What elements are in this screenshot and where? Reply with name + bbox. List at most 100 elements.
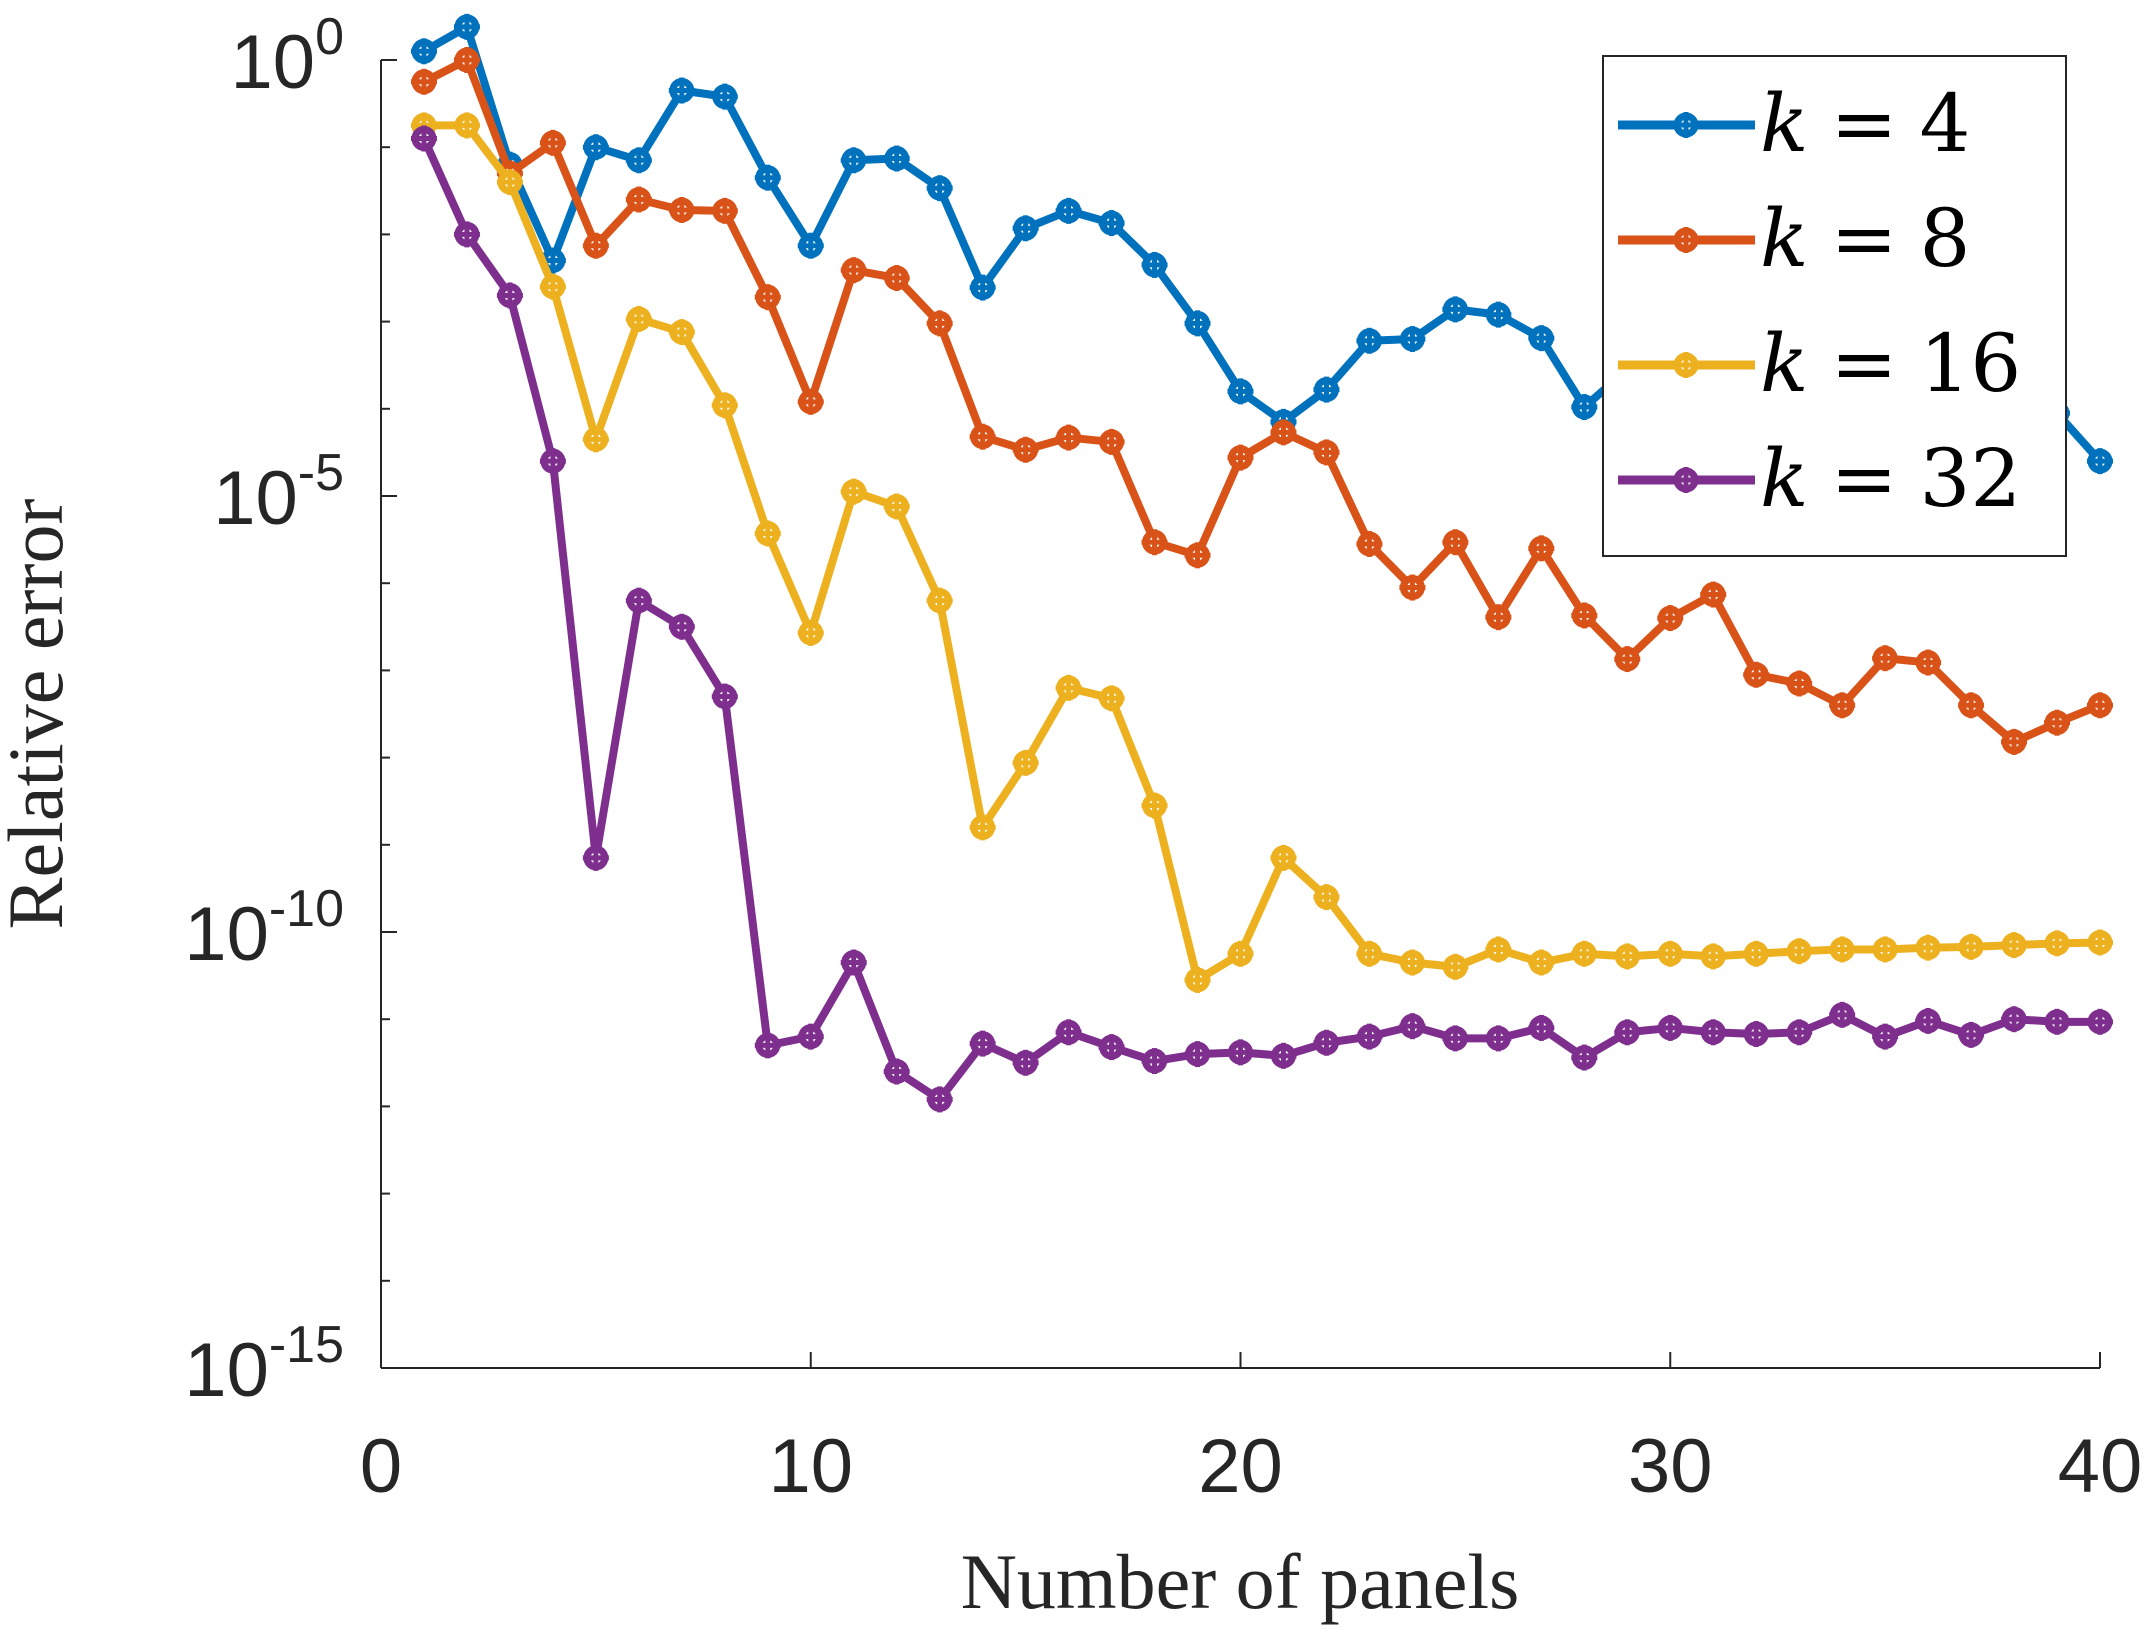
data-point	[969, 274, 996, 301]
x-axis-title: Number of panels	[961, 1538, 1520, 1625]
legend-num: 32	[1920, 432, 2022, 525]
data-point	[496, 169, 523, 196]
legend-var: k	[1760, 317, 1808, 410]
data-point	[582, 232, 609, 259]
legend-eq: =	[1830, 192, 1897, 285]
legend-label: k = 8	[1760, 192, 1970, 285]
y-tick-base: 10	[184, 1328, 269, 1413]
data-point	[453, 221, 480, 248]
data-point	[668, 77, 695, 104]
data-point	[453, 112, 480, 139]
data-point	[1528, 325, 1555, 352]
data-point	[1356, 1023, 1383, 1050]
data-point	[1485, 604, 1512, 631]
data-point	[1270, 419, 1297, 446]
data-point	[1356, 327, 1383, 354]
data-point	[1614, 646, 1641, 673]
x-tick-label: 40	[2058, 1424, 2143, 1509]
data-point	[926, 1086, 953, 1113]
legend-eq: =	[1830, 317, 1897, 410]
data-point	[883, 493, 910, 520]
data-point	[797, 1023, 824, 1050]
data-point	[1915, 1007, 1942, 1034]
data-point	[711, 197, 738, 224]
series-line	[420, 136, 2100, 1104]
y-tick-base: 10	[213, 456, 298, 541]
data-point	[1915, 649, 1942, 676]
data-point	[1958, 933, 1985, 960]
data-point	[1442, 1025, 1469, 1052]
data-point	[969, 814, 996, 841]
data-point	[1227, 1039, 1254, 1066]
legend-label: k = 32	[1760, 432, 2021, 525]
data-point	[1012, 436, 1039, 463]
data-point	[1098, 1034, 1125, 1061]
data-point	[1399, 326, 1426, 353]
data-point	[883, 265, 910, 291]
data-point	[1184, 1041, 1211, 1068]
data-point	[1829, 936, 1856, 963]
x-tick-label: 0	[360, 1424, 402, 1509]
legend-num: 4	[1920, 77, 1971, 170]
data-point	[2001, 932, 2028, 959]
x-ticks: 0 10 20 30 40	[360, 1352, 2142, 1509]
series-32	[410, 125, 2113, 1113]
series-line	[423, 121, 2101, 984]
data-point	[2044, 1008, 2071, 1035]
data-point	[1958, 692, 1985, 719]
data-point	[1743, 940, 1770, 967]
data-point	[1141, 529, 1168, 556]
y-tick-label: 100	[231, 8, 344, 105]
y-tick-base: 10	[184, 892, 269, 977]
data-point	[453, 13, 480, 40]
data-point	[539, 448, 566, 475]
y-tick-label: 10-5	[213, 444, 344, 541]
legend-item-4: k = 4	[1618, 77, 1970, 170]
data-point	[1399, 574, 1426, 601]
y-tick-base: 10	[231, 20, 316, 105]
legend-var: k	[1760, 192, 1808, 285]
y-tick-label: 10-15	[184, 1316, 344, 1413]
data-point	[1313, 376, 1340, 403]
data-point	[1055, 674, 1082, 701]
data-point	[926, 587, 953, 614]
data-point	[1442, 953, 1469, 980]
data-point	[1485, 1025, 1512, 1052]
data-point	[1055, 197, 1082, 224]
data-point	[1571, 940, 1598, 967]
data-point	[1872, 1023, 1899, 1050]
data-point	[1673, 112, 1699, 138]
data-point	[1012, 749, 1039, 776]
data-point	[1571, 602, 1598, 629]
x-tick-label: 20	[1198, 1424, 1283, 1509]
legend-var: k	[1760, 77, 1808, 170]
data-point	[1700, 943, 1727, 970]
data-point	[1915, 934, 1942, 961]
data-point	[1184, 966, 1211, 993]
data-point	[1657, 940, 1684, 967]
data-point	[1227, 444, 1254, 471]
y-tick-power: -5	[298, 444, 344, 502]
data-point	[1786, 938, 1813, 965]
data-point	[625, 587, 652, 614]
data-point	[711, 392, 738, 419]
y-tick-label: 10-10	[184, 880, 344, 977]
legend-eq: =	[1830, 432, 1897, 525]
data-point	[582, 426, 609, 453]
data-point	[1442, 529, 1469, 556]
data-point	[883, 145, 910, 172]
data-point	[754, 1032, 781, 1059]
data-point	[797, 619, 824, 646]
data-point	[1528, 949, 1555, 976]
data-point	[1743, 1021, 1770, 1048]
legend: k = 4k = 8k = 16k = 32	[1602, 55, 2067, 557]
series-line	[422, 56, 2102, 746]
data-point	[1227, 378, 1254, 405]
data-point	[1442, 296, 1469, 323]
data-point	[797, 232, 824, 259]
data-point	[582, 134, 609, 161]
data-point	[1356, 940, 1383, 967]
data-point	[1528, 1014, 1555, 1041]
data-point	[840, 257, 867, 284]
